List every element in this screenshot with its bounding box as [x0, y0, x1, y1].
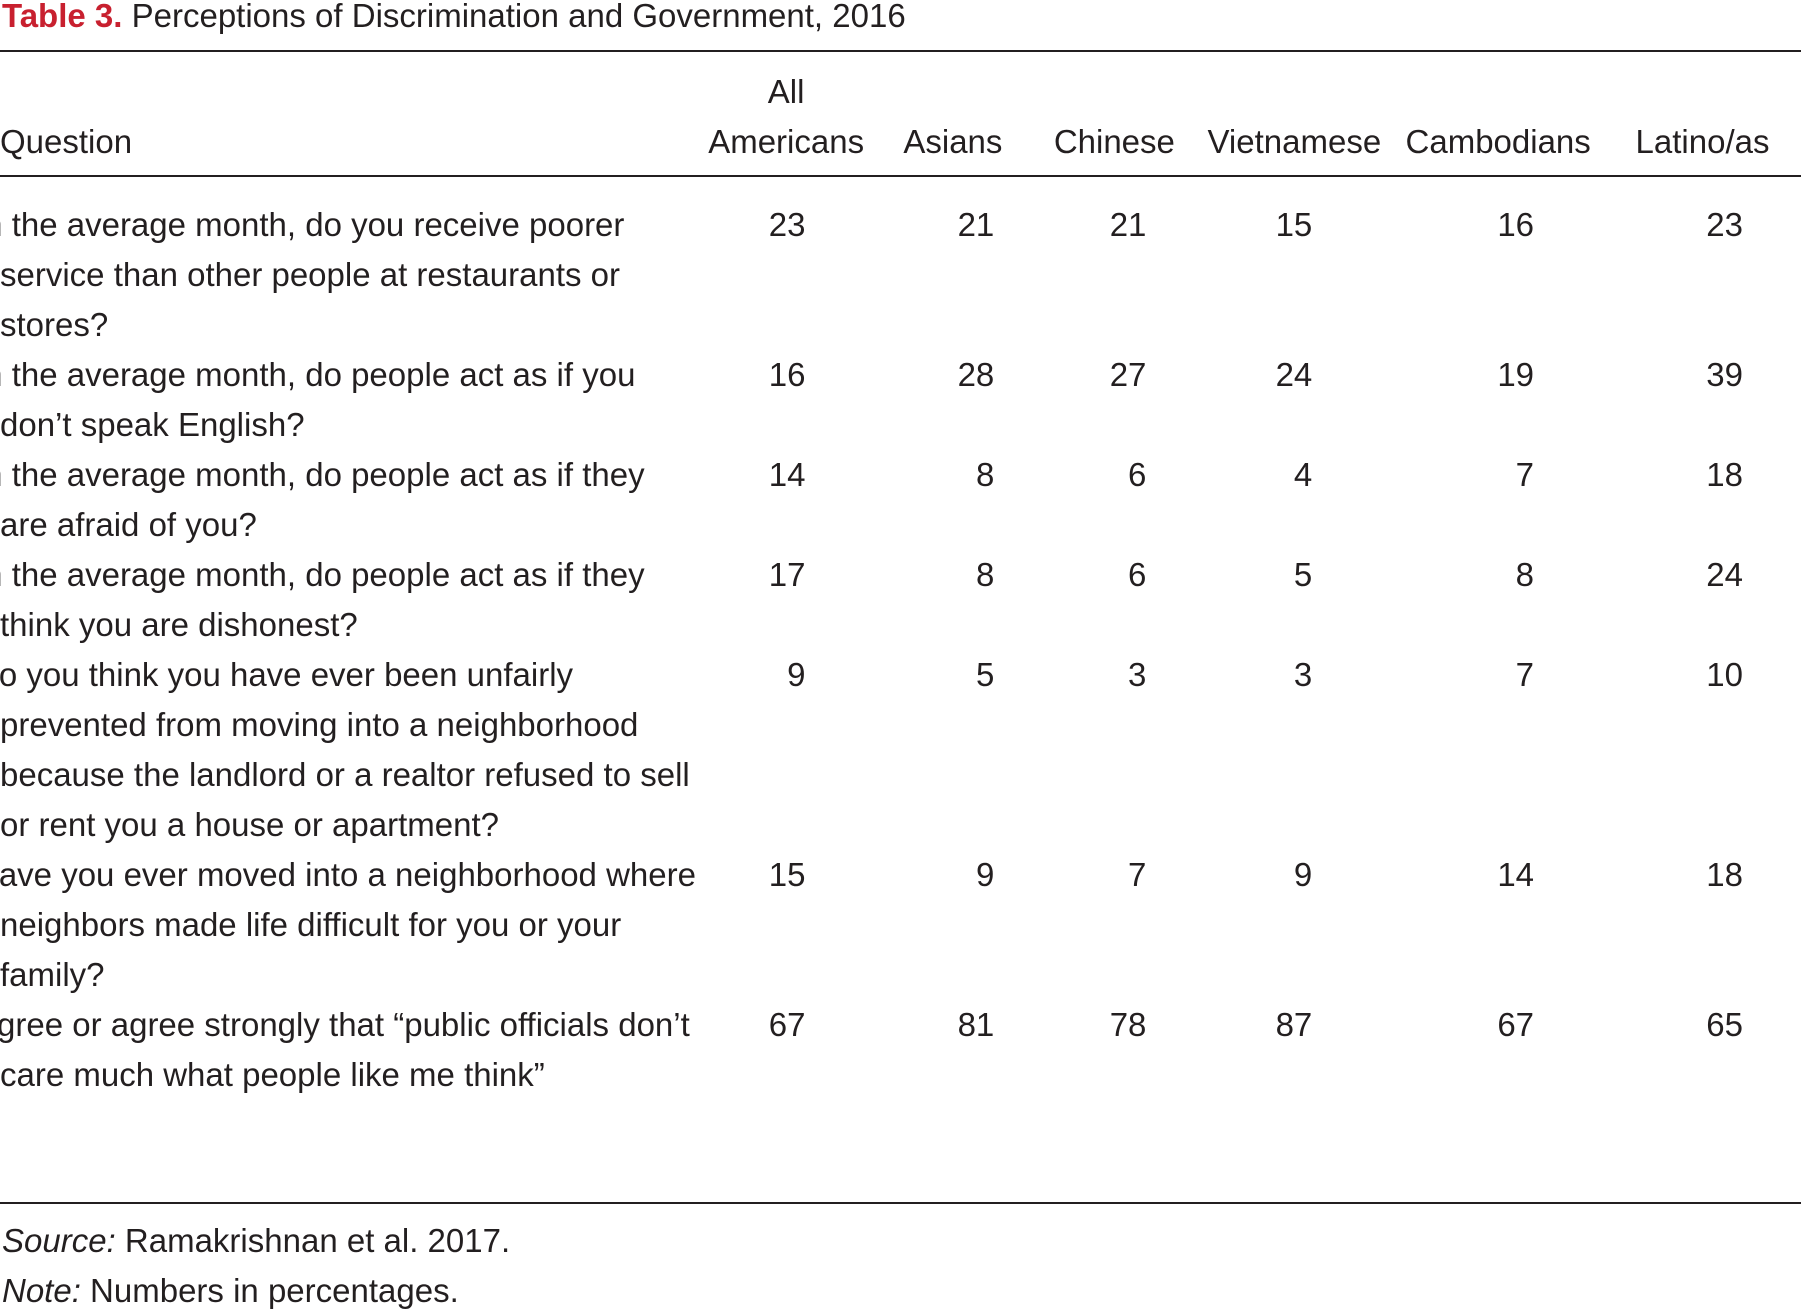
value-cell-all-americans: 15	[768, 856, 806, 893]
value-cell-asians: 8	[975, 456, 995, 493]
value-cell-chinese: 6	[1128, 556, 1147, 593]
value-cell-asians: 9	[975, 856, 995, 893]
value-cell-latino: 23	[1706, 206, 1743, 243]
top-rule	[0, 50, 1801, 52]
table-row: Have you ever moved into a neighborhood …	[0, 850, 1801, 1000]
value-cell-asians: 8	[975, 556, 995, 593]
column-header-all-americans: All Americans	[699, 52, 874, 176]
column-header-all-line1: All	[767, 73, 805, 110]
value-cell-vietnamese: 15	[1275, 206, 1313, 243]
value-cell-all-americans: 23	[768, 206, 806, 243]
value-cell-chinese: 6	[1128, 456, 1147, 493]
note-line: Note: Numbers in percentages.	[2, 1266, 510, 1316]
value-cell-cambodians: 8	[1515, 556, 1535, 593]
value-cell-all-americans: 14	[768, 456, 806, 493]
question-cell: In the average month, do people act as i…	[0, 556, 645, 643]
table-caption: Perceptions of Discrimination and Govern…	[131, 0, 906, 34]
table-row: Agree or agree strongly that “public off…	[0, 1000, 1801, 1100]
value-cell-all-americans: 17	[768, 556, 806, 593]
value-cell-chinese: 78	[1109, 1006, 1147, 1043]
value-cell-latino: 24	[1706, 556, 1743, 593]
value-cell-vietnamese: 9	[1293, 856, 1313, 893]
value-cell-all-americans: 9	[787, 656, 806, 693]
note-label: Note:	[2, 1272, 81, 1309]
value-cell-cambodians: 7	[1515, 656, 1535, 693]
table-footnotes: Source: Ramakrishnan et al. 2017. Note: …	[2, 1216, 510, 1316]
value-cell-asians: 81	[957, 1006, 995, 1043]
value-cell-asians: 5	[975, 656, 995, 693]
table-body: In the average month, do you receive poo…	[0, 176, 1801, 1100]
value-cell-chinese: 3	[1128, 656, 1147, 693]
bottom-rule	[0, 1202, 1801, 1204]
value-cell-chinese: 7	[1128, 856, 1147, 893]
question-cell: Have you ever moved into a neighborhood …	[0, 856, 696, 993]
value-cell-cambodians: 16	[1497, 206, 1535, 243]
value-cell-latino: 39	[1706, 356, 1743, 393]
value-cell-cambodians: 14	[1497, 856, 1535, 893]
value-cell-chinese: 27	[1109, 356, 1147, 393]
question-cell: Do you think you have ever been unfairly…	[0, 656, 690, 843]
column-header-asians: Asians	[903, 123, 1003, 160]
column-header-chinese: Chinese	[1053, 123, 1175, 160]
value-cell-vietnamese: 4	[1293, 456, 1313, 493]
column-header-all-line2: Americans	[708, 123, 865, 160]
table-row: In the average month, do people act as i…	[0, 550, 1801, 650]
table-row: In the average month, do people act as i…	[0, 450, 1801, 550]
value-cell-latino: 18	[1706, 856, 1743, 893]
value-cell-chinese: 21	[1109, 206, 1147, 243]
table-row: In the average month, do people act as i…	[0, 350, 1801, 450]
table-row: In the average month, do you receive poo…	[0, 200, 1801, 350]
value-cell-all-americans: 67	[768, 1006, 806, 1043]
source-text: Ramakrishnan et al. 2017.	[124, 1222, 511, 1259]
table-number: Table 3.	[2, 0, 123, 34]
question-cell: In the average month, do you receive poo…	[0, 206, 625, 343]
value-cell-cambodians: 7	[1515, 456, 1535, 493]
value-cell-cambodians: 19	[1497, 356, 1535, 393]
data-table: Question All Americans Asians Chinese Vi…	[0, 52, 1801, 1100]
value-cell-latino: 18	[1706, 456, 1743, 493]
table-title: Table 3. Perceptions of Discrimination a…	[2, 0, 906, 36]
value-cell-all-americans: 16	[768, 356, 806, 393]
question-cell: Agree or agree strongly that “public off…	[0, 1006, 690, 1093]
value-cell-vietnamese: 24	[1275, 356, 1313, 393]
value-cell-cambodians: 67	[1497, 1006, 1535, 1043]
table-header: Question All Americans Asians Chinese Vi…	[0, 52, 1801, 176]
note-text: Numbers in percentages.	[90, 1272, 459, 1309]
question-cell: In the average month, do people act as i…	[0, 456, 645, 543]
header-rule	[0, 175, 1801, 177]
question-cell: In the average month, do people act as i…	[0, 356, 636, 443]
table-row: Do you think you have ever been unfairly…	[0, 650, 1801, 850]
column-header-question: Question	[0, 123, 133, 160]
column-header-vietnamese: Vietnamese	[1207, 123, 1382, 160]
source-label: Source:	[2, 1222, 116, 1259]
value-cell-asians: 28	[957, 356, 995, 393]
value-cell-latino: 10	[1706, 656, 1743, 693]
value-cell-vietnamese: 87	[1275, 1006, 1313, 1043]
value-cell-vietnamese: 3	[1293, 656, 1313, 693]
value-cell-latino: 65	[1706, 1006, 1743, 1043]
column-header-cambodians: Cambodians	[1405, 123, 1591, 160]
column-header-latino: Latino/as	[1635, 123, 1770, 160]
source-line: Source: Ramakrishnan et al. 2017.	[2, 1216, 510, 1266]
value-cell-vietnamese: 5	[1293, 556, 1313, 593]
value-cell-asians: 21	[957, 206, 995, 243]
